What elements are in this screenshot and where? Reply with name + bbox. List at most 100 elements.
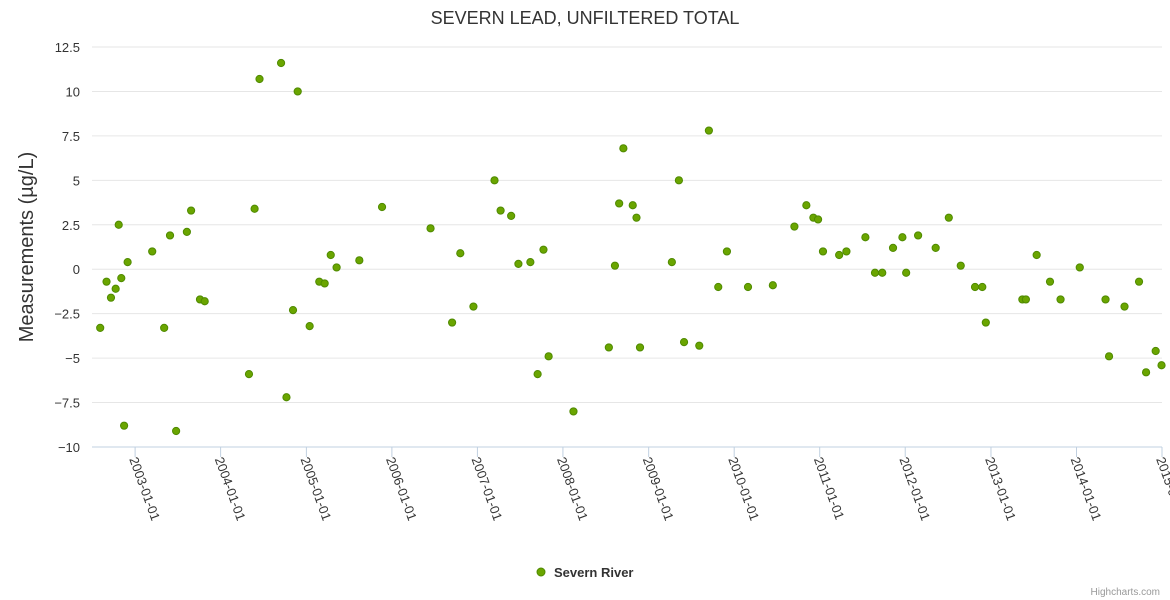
data-point[interactable] <box>355 256 364 265</box>
data-point[interactable] <box>610 261 620 270</box>
data-point[interactable] <box>914 231 923 240</box>
data-point[interactable] <box>1021 295 1030 304</box>
data-point[interactable] <box>1056 295 1065 304</box>
data-point[interactable] <box>569 407 578 416</box>
data-point[interactable] <box>448 318 457 327</box>
data-point[interactable] <box>377 202 387 212</box>
data-point[interactable] <box>888 243 898 252</box>
data-point[interactable] <box>490 176 499 185</box>
x-tick-label: 2011-01-01 <box>811 455 848 522</box>
chart-title: SEVERN LEAD, UNFILTERED TOTAL <box>431 8 740 28</box>
data-point[interactable] <box>1141 368 1151 377</box>
data-point[interactable] <box>902 268 911 277</box>
data-point[interactable] <box>507 211 516 220</box>
data-point[interactable] <box>514 259 523 268</box>
data-point[interactable] <box>244 370 254 379</box>
data-point[interactable] <box>628 201 637 210</box>
data-point[interactable] <box>615 199 624 208</box>
data-point[interactable] <box>813 215 823 224</box>
data-point[interactable] <box>802 201 811 210</box>
data-point[interactable] <box>1157 361 1166 370</box>
data-point[interactable] <box>1104 352 1114 361</box>
data-point[interactable] <box>842 247 851 256</box>
data-point[interactable] <box>182 227 191 236</box>
data-point[interactable] <box>123 258 132 267</box>
legend-marker[interactable] <box>536 567 546 577</box>
data-point[interactable] <box>276 58 286 68</box>
data-point[interactable] <box>533 370 542 379</box>
data-point[interactable] <box>931 243 940 252</box>
data-point[interactable] <box>102 277 111 286</box>
data-point[interactable] <box>165 231 175 240</box>
data-point[interactable] <box>632 213 641 222</box>
legend[interactable]: Severn River <box>536 565 634 580</box>
grid-lines <box>92 46 1162 448</box>
data-point[interactable] <box>526 258 535 267</box>
data-point[interactable] <box>1075 263 1084 272</box>
data-point[interactable] <box>469 302 478 311</box>
data-point[interactable] <box>187 206 196 215</box>
data-point[interactable] <box>1134 277 1144 286</box>
data-point[interactable] <box>978 282 987 292</box>
data-point[interactable] <box>604 343 613 352</box>
data-point[interactable] <box>106 293 116 302</box>
data-point[interactable] <box>635 343 645 352</box>
y-tick-label: 10 <box>66 84 80 99</box>
data-point[interactable] <box>743 282 753 292</box>
data-point[interactable] <box>288 306 298 315</box>
data-point[interactable] <box>878 268 887 277</box>
data-point[interactable] <box>426 224 435 233</box>
data-point[interactable] <box>114 220 123 229</box>
x-tick-label: 2003-01-01 <box>126 455 163 523</box>
data-point[interactable] <box>667 258 676 267</box>
data-point[interactable] <box>456 249 465 258</box>
data-point[interactable] <box>332 263 341 272</box>
data-point[interactable] <box>200 297 209 306</box>
data-point[interactable] <box>119 421 129 430</box>
data-point[interactable] <box>293 87 302 96</box>
data-point[interactable] <box>790 222 799 231</box>
data-point[interactable] <box>496 206 505 215</box>
data-point[interactable] <box>282 393 291 402</box>
data-point[interactable] <box>1045 277 1055 286</box>
data-point[interactable] <box>96 323 105 332</box>
data-point[interactable] <box>898 233 907 242</box>
data-point[interactable] <box>539 245 548 254</box>
data-point[interactable] <box>255 74 264 84</box>
data-point[interactable] <box>695 341 704 350</box>
data-point[interactable] <box>619 144 628 153</box>
data-point[interactable] <box>679 338 689 347</box>
data-point[interactable] <box>956 261 965 270</box>
legend-label[interactable]: Severn River <box>554 565 634 580</box>
data-point[interactable] <box>172 426 181 436</box>
data-point[interactable] <box>704 126 713 135</box>
data-point[interactable] <box>674 176 683 185</box>
data-point[interactable] <box>870 268 880 277</box>
data-point[interactable] <box>326 250 335 260</box>
data-point[interactable] <box>320 279 329 288</box>
data-point[interactable] <box>970 282 980 292</box>
x-tick-label: 2007-01-01 <box>469 455 506 523</box>
data-point[interactable] <box>944 213 953 222</box>
data-point[interactable] <box>818 247 828 256</box>
data-point[interactable] <box>1151 346 1160 356</box>
data-point[interactable] <box>835 250 844 260</box>
data-point[interactable] <box>250 204 259 213</box>
data-point[interactable] <box>768 281 777 290</box>
data-point[interactable] <box>1032 250 1041 260</box>
data-point[interactable] <box>160 323 169 332</box>
data-point[interactable] <box>148 247 157 256</box>
data-point[interactable] <box>1120 302 1129 311</box>
data-point[interactable] <box>722 247 732 256</box>
data-point[interactable] <box>117 274 126 283</box>
data-point[interactable] <box>1101 295 1110 304</box>
y-tick-label: 12.5 <box>55 40 80 55</box>
credits-link[interactable]: Highcharts.com <box>1091 587 1160 598</box>
data-point[interactable] <box>981 318 990 327</box>
data-point[interactable] <box>861 233 870 242</box>
data-point[interactable] <box>544 352 553 361</box>
data-point[interactable] <box>111 284 120 293</box>
data-point[interactable] <box>714 282 723 292</box>
data-point[interactable] <box>305 322 314 331</box>
